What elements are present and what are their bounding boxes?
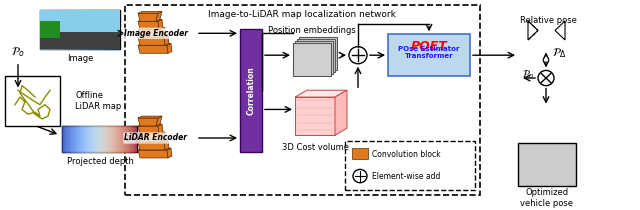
Polygon shape	[138, 150, 168, 158]
Polygon shape	[138, 126, 159, 134]
Polygon shape	[158, 124, 163, 134]
FancyBboxPatch shape	[297, 39, 335, 72]
Polygon shape	[138, 11, 162, 13]
Text: Correlation: Correlation	[246, 66, 255, 115]
FancyBboxPatch shape	[352, 148, 368, 159]
Polygon shape	[138, 132, 165, 134]
FancyBboxPatch shape	[240, 29, 262, 152]
Text: 3D Cost volume: 3D Cost volume	[282, 143, 349, 152]
Polygon shape	[164, 140, 169, 150]
FancyBboxPatch shape	[40, 9, 120, 50]
Polygon shape	[138, 13, 158, 21]
Polygon shape	[138, 45, 168, 53]
Polygon shape	[138, 19, 162, 21]
Polygon shape	[138, 37, 165, 45]
Polygon shape	[138, 140, 168, 142]
Text: $\mathcal{P}_\Delta$: $\mathcal{P}_\Delta$	[552, 46, 567, 60]
Polygon shape	[138, 148, 171, 150]
Text: $\mathcal{P}_o$: $\mathcal{P}_o$	[522, 68, 534, 81]
Text: $\mathcal{P}_o$: $\mathcal{P}_o$	[11, 45, 25, 59]
FancyBboxPatch shape	[5, 76, 60, 126]
FancyBboxPatch shape	[62, 126, 137, 152]
Polygon shape	[138, 43, 171, 45]
Text: POET: POET	[411, 40, 447, 53]
Circle shape	[538, 70, 554, 86]
Polygon shape	[167, 148, 172, 158]
Text: Projected depth: Projected depth	[67, 157, 133, 166]
Polygon shape	[167, 43, 172, 53]
FancyBboxPatch shape	[295, 41, 333, 74]
Polygon shape	[138, 21, 159, 29]
Text: Image-to-LiDAR map localization network: Image-to-LiDAR map localization network	[208, 9, 396, 18]
Polygon shape	[335, 90, 347, 135]
Polygon shape	[138, 35, 168, 37]
Polygon shape	[138, 142, 165, 150]
Text: Position embeddings: Position embeddings	[268, 26, 356, 35]
Text: Image Encoder: Image Encoder	[124, 29, 188, 38]
FancyBboxPatch shape	[40, 21, 60, 38]
Text: Transformer: Transformer	[404, 53, 453, 59]
Polygon shape	[138, 28, 165, 29]
Polygon shape	[164, 35, 169, 45]
Text: Image: Image	[67, 54, 93, 63]
Text: Optimized
vehicle pose: Optimized vehicle pose	[520, 188, 573, 208]
Text: Element-wise add: Element-wise add	[372, 172, 440, 181]
Polygon shape	[138, 29, 162, 37]
Circle shape	[353, 169, 367, 183]
Polygon shape	[161, 132, 166, 142]
Text: Offline
LiDAR map: Offline LiDAR map	[75, 91, 121, 111]
FancyBboxPatch shape	[299, 37, 337, 70]
Polygon shape	[138, 116, 162, 118]
Circle shape	[349, 47, 367, 64]
Polygon shape	[161, 28, 166, 37]
Text: LiDAR Encoder: LiDAR Encoder	[125, 134, 188, 142]
FancyBboxPatch shape	[295, 97, 335, 135]
FancyBboxPatch shape	[388, 34, 470, 76]
Polygon shape	[138, 118, 158, 126]
Text: Convolution block: Convolution block	[372, 150, 440, 159]
FancyBboxPatch shape	[40, 32, 120, 50]
Polygon shape	[156, 11, 162, 21]
FancyBboxPatch shape	[293, 43, 331, 76]
Polygon shape	[295, 90, 347, 97]
FancyBboxPatch shape	[518, 143, 576, 186]
Text: POse Estimator: POse Estimator	[398, 46, 460, 52]
Polygon shape	[138, 124, 162, 126]
Polygon shape	[156, 116, 162, 126]
Polygon shape	[158, 19, 163, 29]
FancyBboxPatch shape	[40, 9, 120, 32]
Polygon shape	[138, 134, 162, 142]
Text: Relative pose: Relative pose	[520, 16, 577, 25]
